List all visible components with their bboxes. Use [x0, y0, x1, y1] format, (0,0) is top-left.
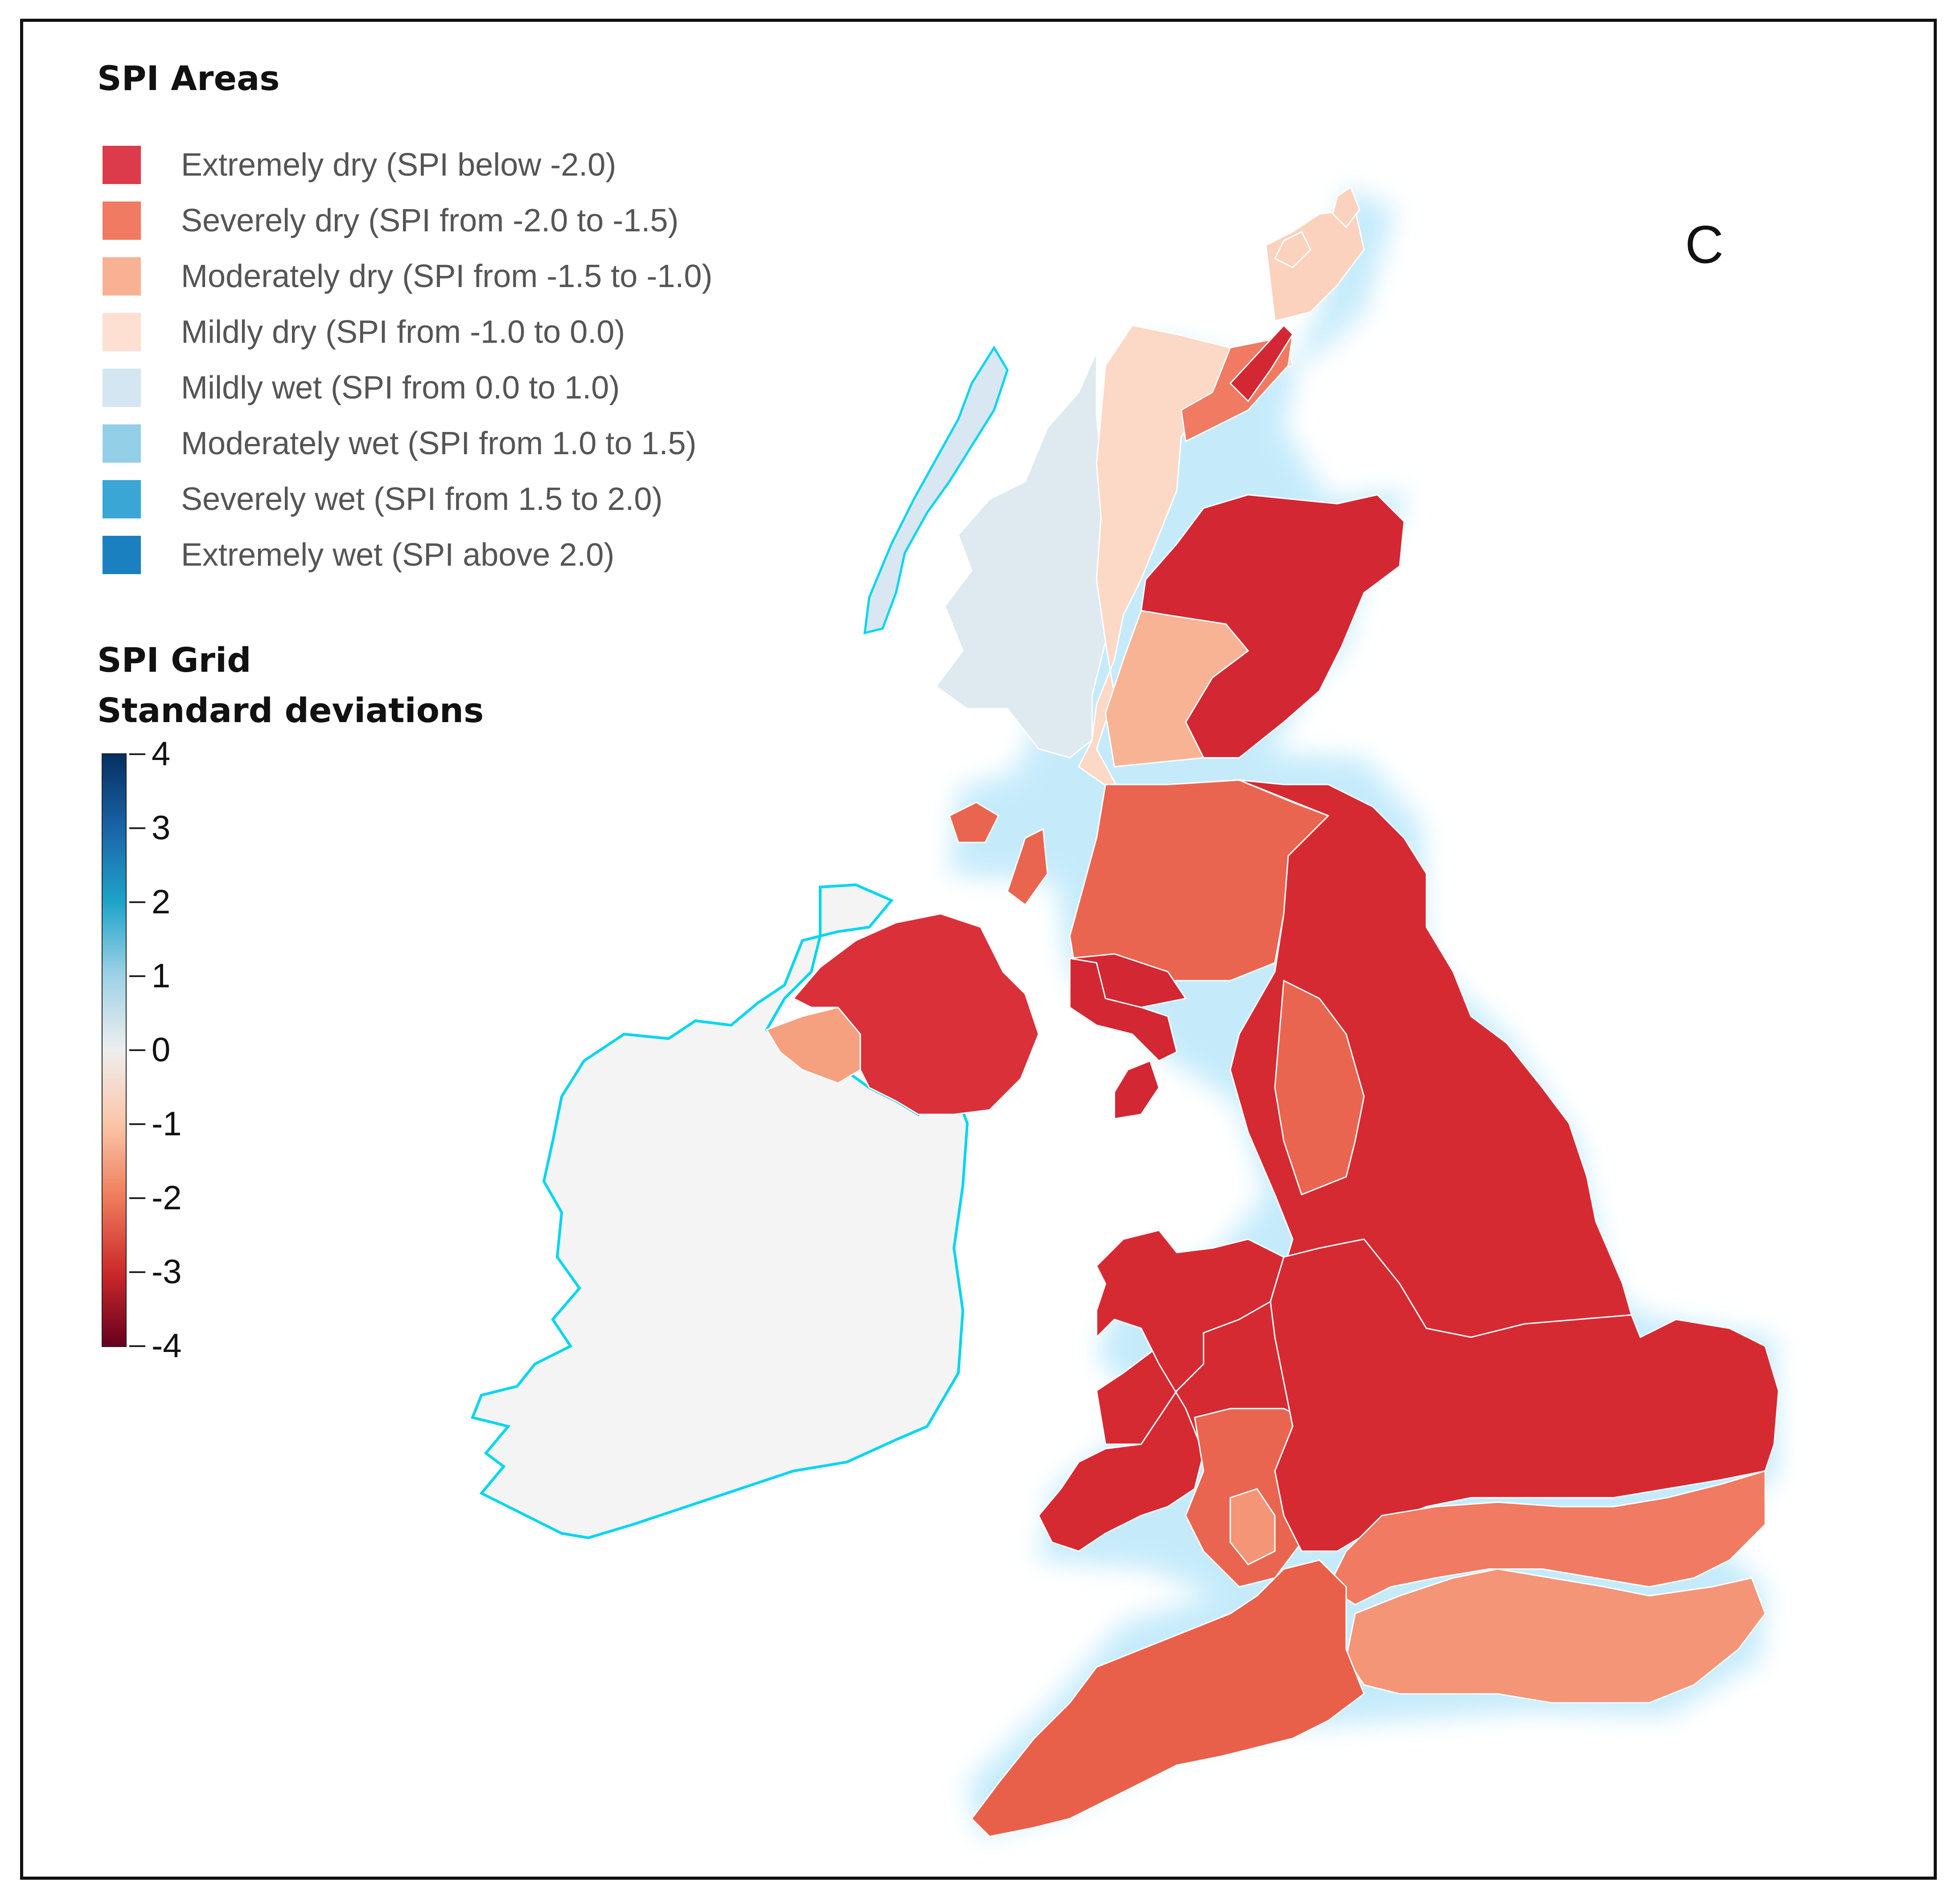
- region-isle-of-man: [1114, 1060, 1160, 1120]
- region-scotland-caithness: [1229, 324, 1294, 403]
- legend-label: Moderately wet (SPI from 1.0 to 1.5): [181, 426, 697, 461]
- region-shetland: [1332, 186, 1360, 229]
- colorbar-tick-label: -2: [152, 1179, 182, 1217]
- legend-item-moderately-dry: Moderately dry (SPI from -1.5 to -1.0): [103, 256, 712, 296]
- region-wales-southeast: [1229, 1488, 1276, 1565]
- panel-letter: C: [1685, 215, 1724, 275]
- colorbar-tick-label: 4: [152, 735, 171, 773]
- colorbar-tick-label: 3: [152, 809, 171, 847]
- colorbar-tick-label: 1: [152, 957, 171, 995]
- legend-label: Moderately dry (SPI from -1.5 to -1.0): [181, 259, 713, 294]
- colorbar-tick-label: -4: [152, 1327, 182, 1365]
- legend-swatch: [103, 536, 141, 574]
- legend-label: Extremely wet (SPI above 2.0): [181, 537, 615, 573]
- legend-swatch: [103, 146, 141, 184]
- colorbar-tick: [129, 901, 145, 903]
- legend-item-moderately-wet: Moderately wet (SPI from 1.0 to 1.5): [103, 423, 696, 464]
- legend-swatch: [103, 201, 141, 240]
- region-northern-ireland-east: [792, 913, 1040, 1115]
- colorbar-tick: [129, 1345, 145, 1347]
- region-orkney: [1274, 230, 1311, 268]
- colorbar-tick-label: -3: [152, 1253, 182, 1291]
- legend-label: Mildly wet (SPI from 0.0 to 1.0): [181, 370, 620, 406]
- legend-swatch: [103, 369, 141, 407]
- colorbar-tick: [129, 1197, 145, 1199]
- legend-item-severely-wet: Severely wet (SPI from 1.5 to 2.0): [103, 479, 662, 519]
- colorbar-tick: [129, 975, 145, 977]
- spi-colorbar: [102, 753, 127, 1347]
- legend-item-extremely-wet: Extremely wet (SPI above 2.0): [103, 535, 614, 575]
- colorbar-tick: [129, 1049, 145, 1051]
- region-scotland-islay: [949, 801, 999, 843]
- colorbar-tick-label: 0: [152, 1031, 171, 1069]
- region-thames: [1327, 1470, 1766, 1606]
- colorbar-tick: [129, 753, 145, 755]
- legend-item-mildly-wet: Mildly wet (SPI from 0.0 to 1.0): [103, 368, 620, 408]
- legend-item-extremely-dry: Extremely dry (SPI below -2.0): [103, 145, 616, 185]
- region-southwest-england: [971, 1559, 1365, 1837]
- colorbar-tick: [129, 1271, 145, 1273]
- region-scotland-highlands: [1078, 325, 1294, 799]
- region-lancashire: [1274, 979, 1365, 1195]
- spi-grid-subtitle: Standard deviations: [97, 690, 484, 730]
- legend-label: Severely dry (SPI from -2.0 to -1.5): [181, 203, 679, 238]
- legend-item-mildly-dry: Mildly dry (SPI from -1.0 to 0.0): [103, 312, 625, 352]
- legend-label: Extremely dry (SPI below -2.0): [181, 147, 616, 183]
- legend-swatch: [103, 424, 141, 463]
- legend-swatch: [103, 480, 141, 518]
- legend-swatch: [103, 313, 141, 351]
- legend-swatch: [103, 257, 141, 296]
- legend-item-severely-dry: Severely dry (SPI from -2.0 to -1.5): [103, 201, 678, 241]
- colorbar-tick: [129, 827, 145, 829]
- colorbar-tick-label: 2: [152, 883, 171, 921]
- region-scotland-west-isles: [863, 345, 1009, 635]
- spi-grid-title: SPI Grid: [97, 640, 251, 680]
- spi-areas-title: SPI Areas: [97, 58, 280, 98]
- region-cumbria-west: [1069, 957, 1178, 1062]
- region-midlands: [1270, 1238, 1779, 1552]
- region-scotland-kintyre: [1007, 828, 1048, 906]
- colorbar-tick: [129, 1123, 145, 1125]
- region-scotland-central: [1105, 610, 1249, 768]
- colorbar-tick-label: -1: [152, 1105, 182, 1143]
- legend-label: Mildly dry (SPI from -1.0 to 0.0): [181, 314, 625, 350]
- legend-label: Severely wet (SPI from 1.5 to 2.0): [181, 481, 663, 517]
- region-southern-england: [1345, 1568, 1766, 1704]
